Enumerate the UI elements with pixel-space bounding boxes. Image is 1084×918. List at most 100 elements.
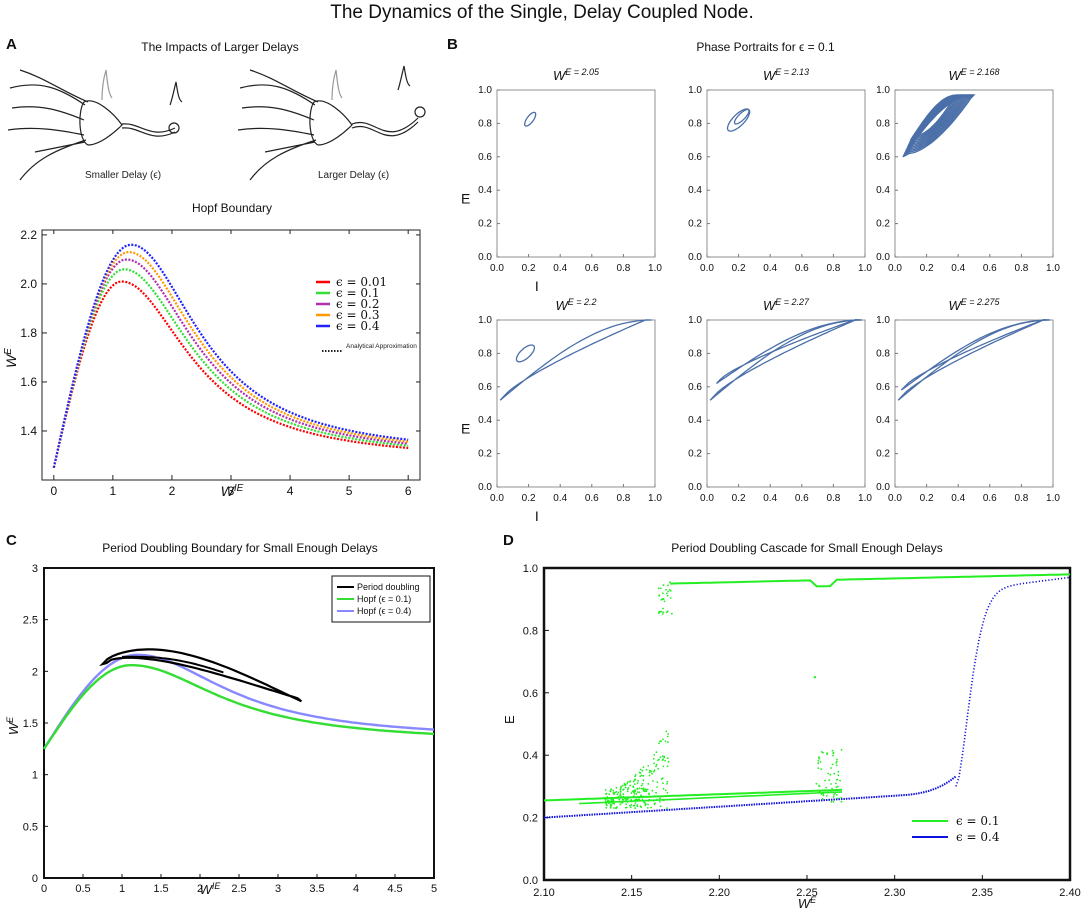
phase-portrait-title: WE = 2.27 [763,297,810,313]
cascade-legend-label-0: ϵ = 0.1 [956,814,1000,828]
cascade-green-point [642,787,645,790]
phase-xtick-label: 0.4 [951,263,965,274]
cascade-green-point [636,804,639,806]
phase-xtick-label: 0.6 [585,263,599,274]
cascade-green-point [626,788,629,791]
phase-ylabel: E [461,191,470,207]
cascade-green-point [840,796,843,799]
cascade-green-point [629,806,632,809]
cascade-green-point [613,807,615,809]
cascade-green-point [653,769,656,772]
cascade-green-point [645,789,648,791]
cascade-green-point [640,787,643,790]
cascade-green-point [666,592,668,595]
phase-ytick-label: 0.6 [478,382,492,393]
cascade-green-point [836,797,839,800]
cascade-green-point [634,807,636,809]
cascade-green-point [815,782,818,785]
cascade-green-point [836,758,838,761]
phase-plot-frame [496,89,656,258]
panel-a-title: The Impacts of Larger Delays [141,40,299,54]
cascade-green-point [604,789,607,791]
cascade-green-point [818,757,821,760]
cascade-green-point [822,794,825,797]
cascade-green-point [606,796,609,799]
cascade-green-point [619,800,622,803]
cascade-green-point [633,789,635,792]
cascade-green-point [644,790,646,793]
phase-ytick-label: 0.6 [876,382,890,393]
hopf-xtick-label: 3 [228,484,235,498]
phase-xtick-label: 1.0 [858,263,872,274]
cascade-green-point [636,805,639,808]
cascade-green-point [829,773,832,776]
cascade-green-point [619,803,622,806]
cascade-green-point [830,800,833,803]
cascade-green-point [623,782,626,785]
cascade-green-point [642,774,645,777]
hopf-series-line-1 [52,268,409,468]
cascade-green-point [832,754,834,757]
cascade-green-point [659,805,662,808]
hopf-legend-label-2: ϵ = 0.2 [336,297,380,311]
panel-c-letter: C [6,532,17,549]
cascade-green-point [648,771,651,774]
cascade-green-point [637,779,639,782]
phase-portrait-0: WE = 2.05 0.00.0 0.2 0.2 0.4 0.4 0.6 0.6 0.8 0.8 1… [461,67,662,294]
phase-ytick-label: 0.6 [478,152,492,163]
phase-trajectory [515,344,536,363]
cascade-green-point [817,762,820,765]
phase-ytick-label: 0.0 [876,482,890,493]
cascade-green-point [640,784,643,787]
cascade-green-point [633,795,635,798]
cascade-green-point [658,611,660,613]
phase-plot-frame [706,89,866,258]
cascade-green-point [833,772,836,775]
cascade-ytick-label: 0.6 [523,688,538,700]
cascade-green-point [666,791,669,794]
cascade-green-point [662,738,664,741]
cascade-green-point [647,799,649,802]
phase-xtick-label: 0.8 [826,263,840,274]
cascade-green-point [641,798,644,801]
phase-ytick-label: 0.8 [876,118,890,129]
cascade-green-point [608,793,611,796]
cascade-green-point [613,793,615,795]
cascade-green-low [543,788,843,802]
cascade-green-point [661,777,664,779]
phase-xtick-label: 1.0 [858,493,872,504]
phase-xtick-label: 0.8 [1014,493,1028,504]
cascade-green-point [622,795,625,798]
cascade-green-point [840,800,843,803]
cascade-green-point [627,781,629,783]
cascade-green-point [821,798,824,800]
cascade-green-point [642,779,645,782]
hopf-legend-analytical-label: Analytical Approximation [346,343,417,350]
cascade-green-point [827,772,830,775]
pd-ylabel: WE [5,716,21,735]
pd-xlabel: WIE [200,881,222,897]
phase-ytick-label: 0.0 [688,482,702,493]
cascade-green-point [654,802,656,805]
phase-xtick-label: 0.2 [522,263,536,274]
cascade-green-point [647,803,649,806]
cascade-green-point [657,767,660,770]
cascade-green-point [638,791,641,794]
cascade-green-point [832,796,835,798]
hopf-xtick-label: 2 [169,484,176,498]
neuron-small-label: Smaller Delay (ϵ) [85,170,161,181]
cascade-green-point [839,779,841,782]
hopf-xtick-label: 1 [110,484,117,498]
cascade-green-point [831,749,834,752]
cascade-green-point [663,755,665,758]
cascade-green-point [658,742,660,745]
hopf-xlabel: WIE [221,483,244,499]
cascade-green-point [609,806,612,808]
cascade-green-point [648,792,650,795]
phase-trajectory [733,108,750,125]
phase-xtick-label: 1.0 [648,263,662,274]
cascade-green-point [639,805,642,808]
cascade-green-point [820,751,823,753]
hopf-title: Hopf Boundary [192,201,272,215]
neuron-illustrations: Smaller Delay (ϵ) Larger Delay (ϵ) [7,65,426,181]
